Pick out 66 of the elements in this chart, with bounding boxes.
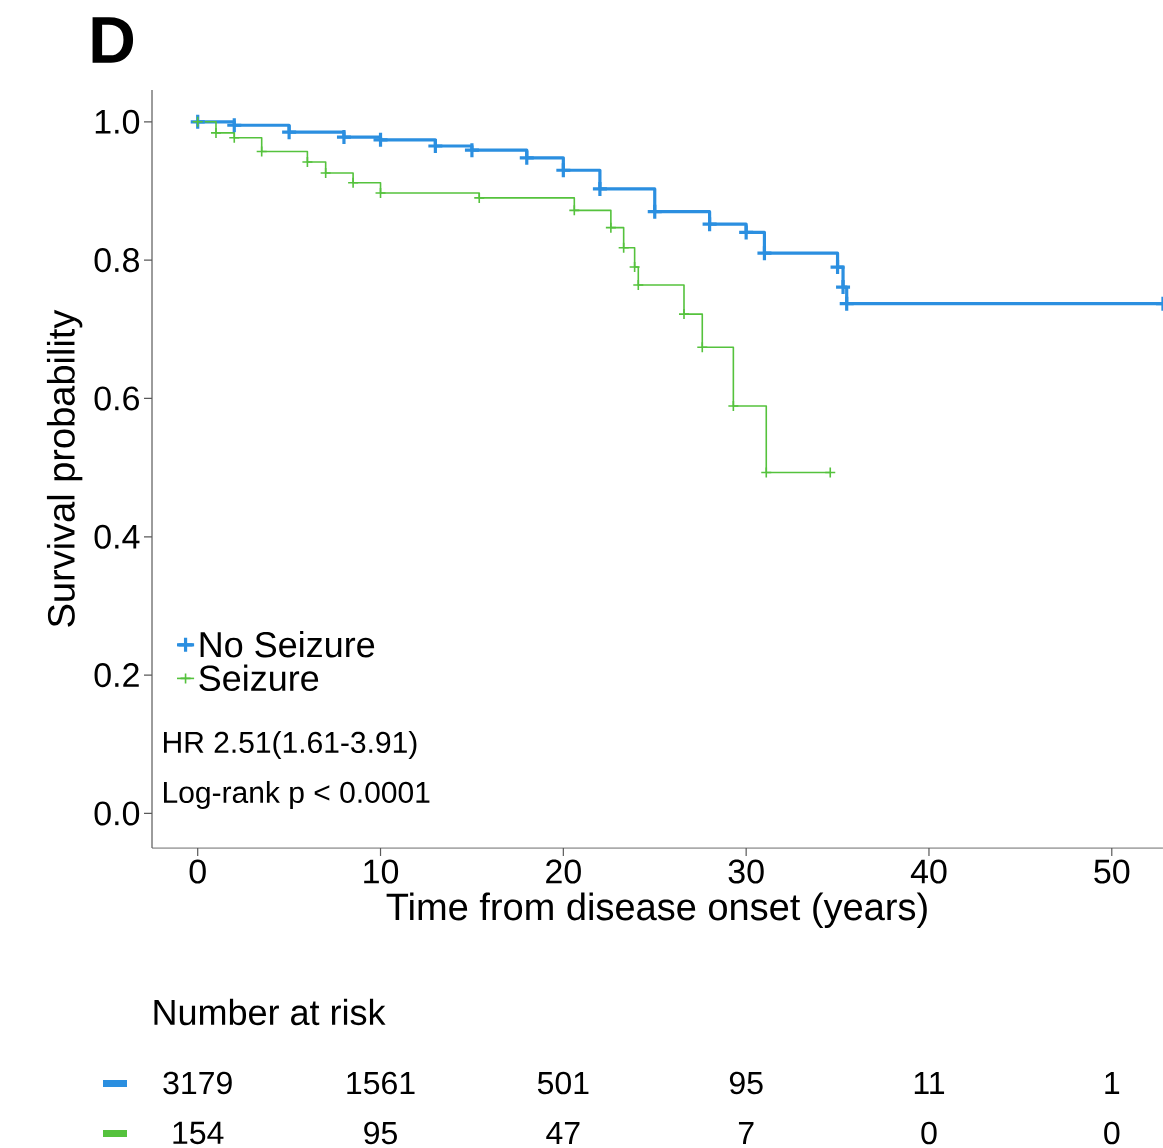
text: 3179 (163, 1071, 232, 1095)
text: 95 (364, 1121, 397, 1145)
point (824, 466, 837, 479)
x-tick-label: 20 (546, 859, 581, 884)
text: 1 (1105, 1072, 1120, 1095)
x-tick-label: 50 (1094, 859, 1130, 884)
chart-title: D (92, 17, 134, 63)
point (371, 131, 390, 149)
point (210, 127, 222, 139)
point (463, 141, 481, 159)
point (828, 258, 847, 276)
point (617, 241, 630, 254)
text: 95 (729, 1071, 763, 1095)
text: 501 (537, 1071, 589, 1095)
point (473, 192, 486, 204)
x-tick-label: 0 (189, 859, 206, 884)
point (568, 204, 581, 217)
point (646, 203, 664, 221)
point (727, 400, 740, 412)
point (737, 223, 755, 242)
point (280, 123, 298, 141)
point (834, 278, 852, 296)
point (228, 131, 241, 144)
point (225, 116, 243, 134)
y-tick-label: 0.0 (94, 801, 140, 826)
text: 7 (738, 1122, 754, 1145)
y-tick-label: 1.0 (95, 109, 140, 134)
annotation: HR 2.51(1.61-3.91) (164, 731, 417, 759)
point (678, 308, 690, 320)
point (374, 187, 387, 199)
x-tick-label: 40 (910, 859, 947, 884)
y-tick-label: 0.8 (94, 248, 139, 273)
point (301, 156, 314, 168)
y-tick-label: 0.2 (94, 663, 139, 688)
point (700, 215, 719, 233)
text: 47 (546, 1122, 580, 1145)
text: 1561 (347, 1071, 415, 1095)
point (518, 149, 536, 167)
point (554, 161, 572, 179)
point (632, 279, 645, 291)
point (605, 221, 617, 234)
point (319, 167, 332, 179)
point (591, 180, 609, 198)
y-axis-title: Survival probability (46, 309, 83, 627)
x-tick-label: 10 (364, 859, 399, 884)
point (628, 261, 641, 273)
point (760, 466, 773, 479)
point (755, 244, 774, 262)
text: 0 (921, 1121, 937, 1145)
text: 154 (173, 1121, 224, 1145)
point (255, 145, 268, 158)
text: Number at risk (154, 998, 386, 1026)
y-tick-label: 0.6 (94, 386, 139, 411)
x-tick-label: 30 (728, 859, 764, 884)
legend-label: No Seizure (200, 631, 375, 658)
point (696, 341, 709, 354)
annotation: Log-rank p < 0.0001 (164, 781, 430, 809)
point (426, 137, 444, 155)
point (838, 295, 856, 313)
x-axis-title: Time from disease onset (years) (386, 892, 927, 928)
legend-label: Seizure (199, 664, 319, 692)
point (347, 176, 359, 189)
point (335, 128, 353, 146)
text: 0 (1104, 1121, 1120, 1145)
y-tick-label: 0.4 (94, 524, 140, 549)
text: 11 (914, 1072, 945, 1095)
